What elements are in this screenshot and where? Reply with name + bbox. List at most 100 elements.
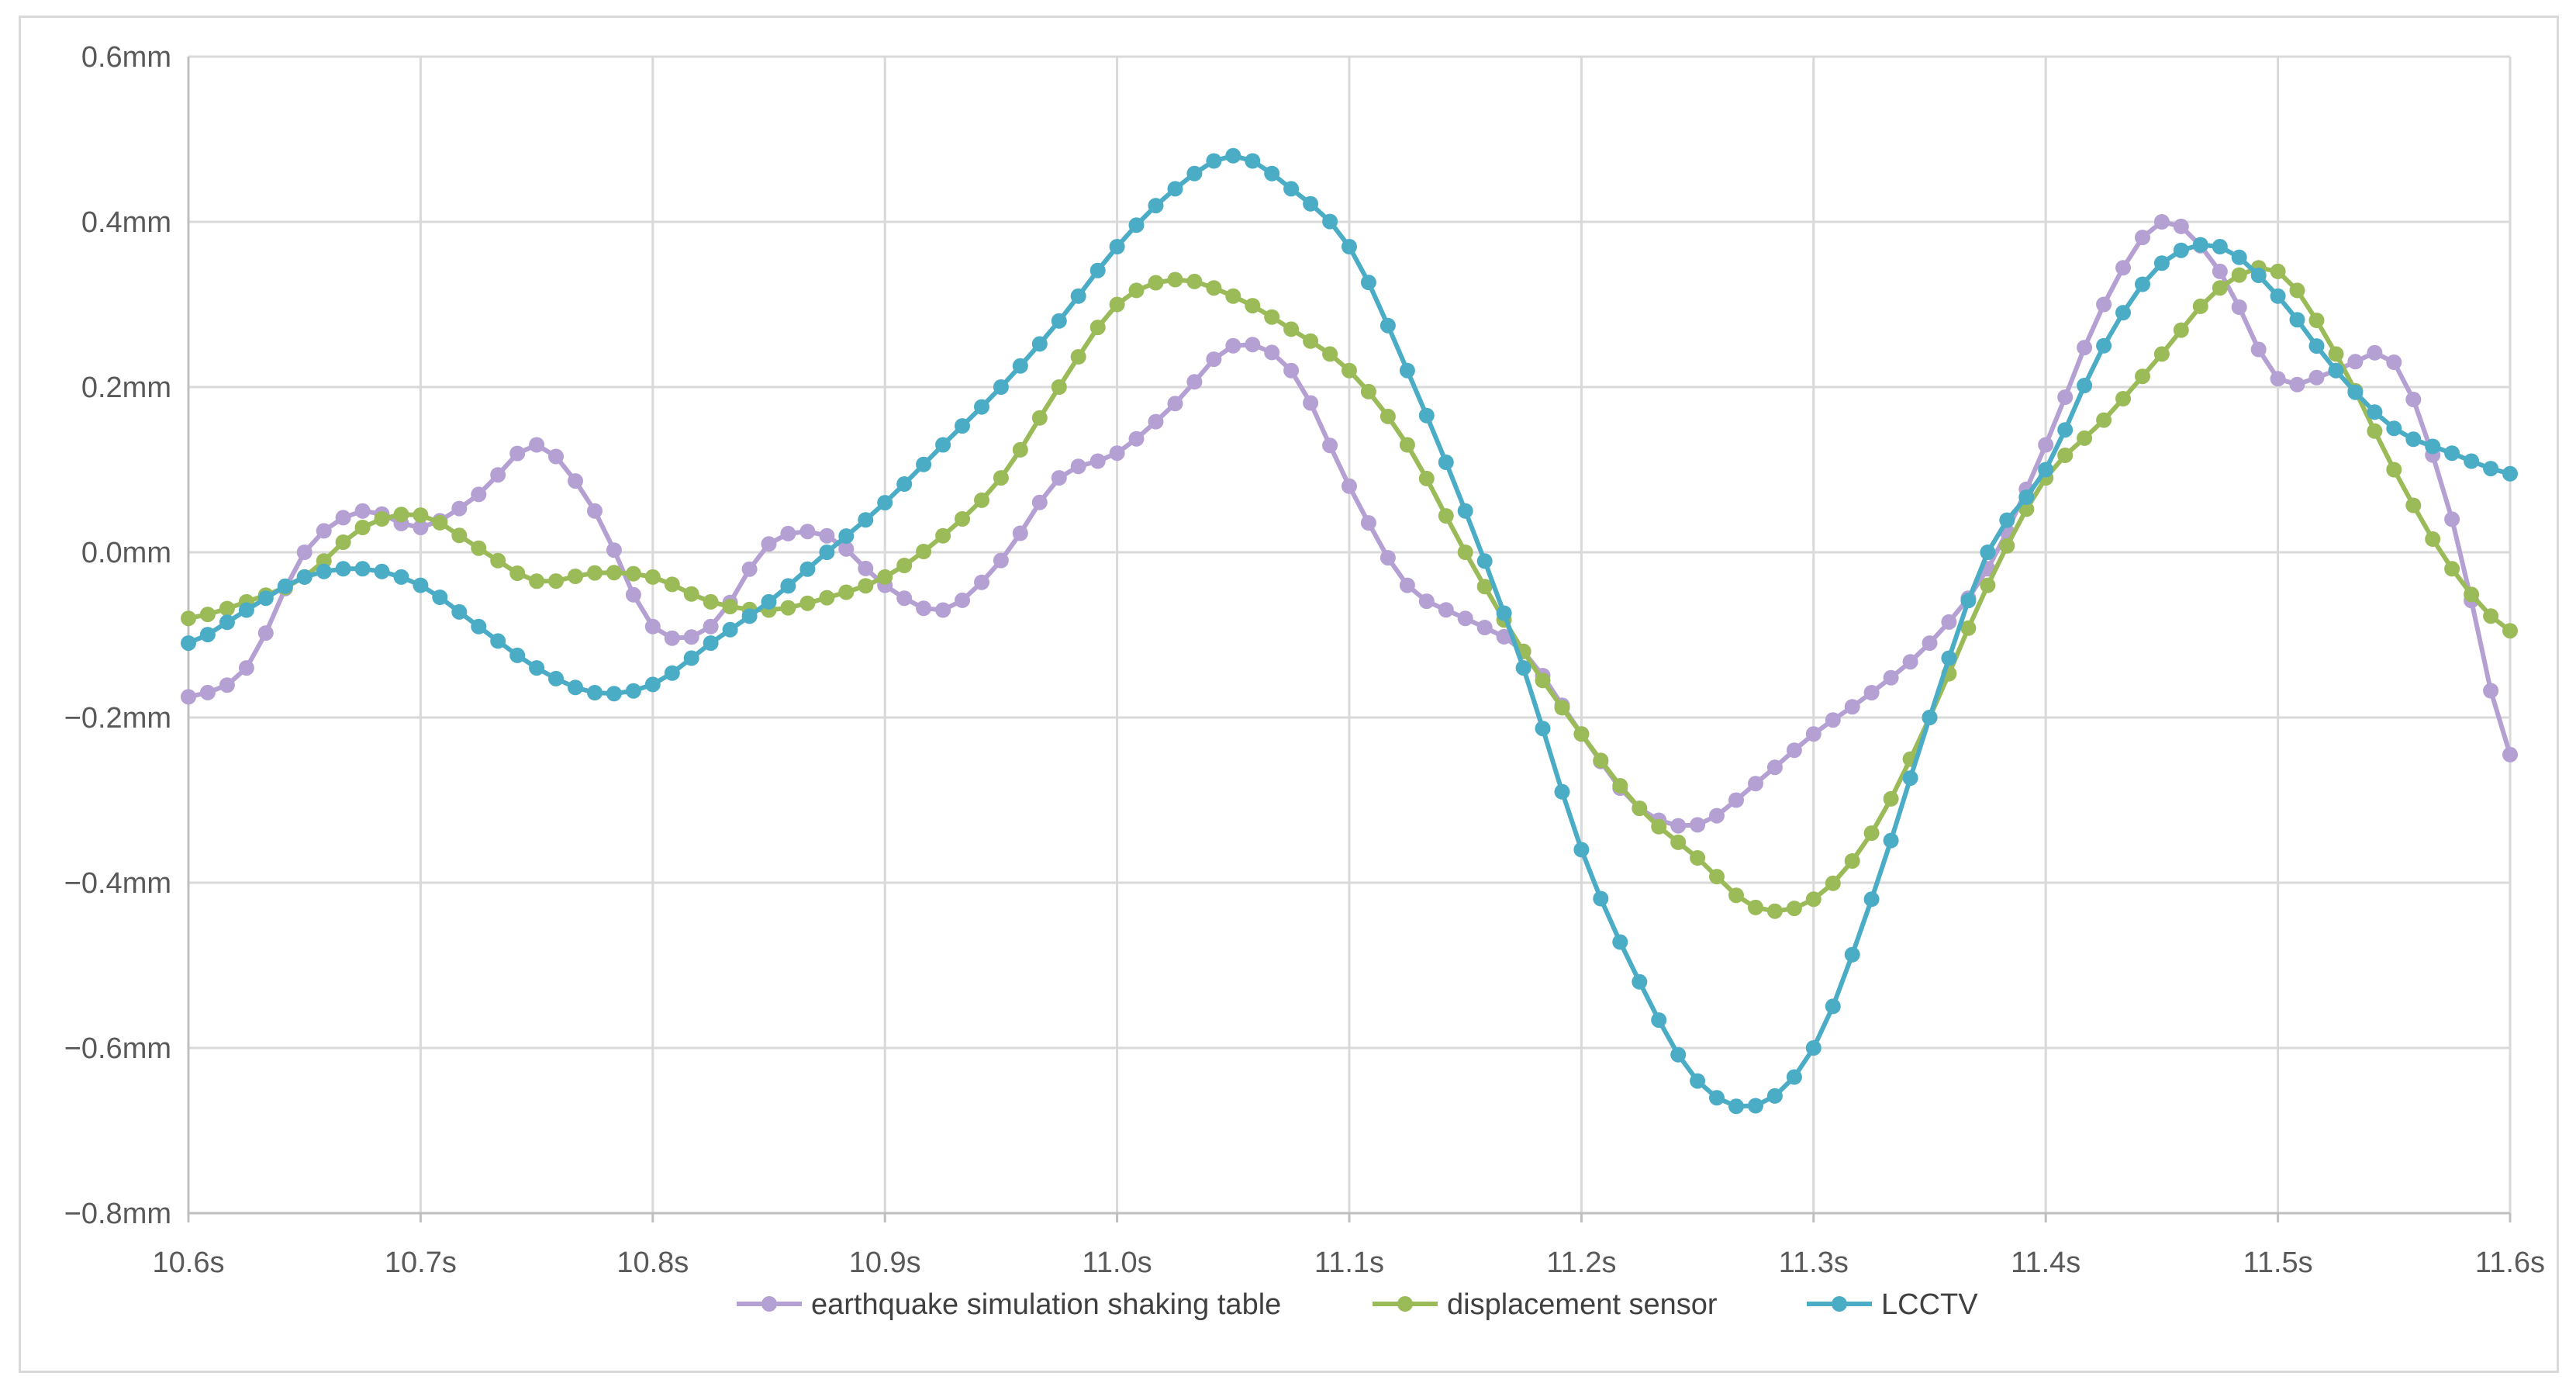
data-point — [181, 610, 196, 627]
data-point — [644, 618, 661, 634]
data-point — [703, 618, 719, 634]
data-point — [780, 600, 796, 616]
data-point — [1342, 239, 1357, 254]
data-point — [780, 525, 796, 541]
data-point — [1070, 458, 1086, 475]
data-point — [1380, 317, 1396, 334]
data-point — [664, 665, 680, 681]
data-point — [2231, 249, 2247, 265]
data-point — [1980, 577, 1996, 593]
data-point — [1748, 776, 1763, 792]
data-point — [1960, 620, 1977, 636]
data-point — [2367, 423, 2383, 439]
data-point — [974, 399, 989, 415]
data-point — [1960, 593, 1977, 609]
data-point — [587, 685, 603, 700]
data-point — [1303, 333, 1319, 349]
data-point — [2444, 445, 2460, 462]
data-point — [819, 527, 835, 544]
y-tick-label: −0.2mm — [64, 702, 171, 735]
data-point — [1186, 165, 1203, 182]
data-point — [529, 660, 545, 676]
data-point — [2115, 305, 2131, 321]
data-point — [916, 544, 932, 559]
data-point — [935, 527, 951, 544]
data-point — [1322, 437, 1338, 454]
data-point — [606, 542, 622, 558]
data-point — [1109, 296, 1125, 313]
data-point — [2289, 282, 2305, 299]
data-point — [1206, 153, 1222, 169]
data-point — [1283, 362, 1300, 379]
data-point — [2250, 268, 2267, 283]
data-point — [2173, 322, 2189, 338]
data-point — [2057, 448, 2074, 463]
data-point — [1148, 413, 1164, 430]
data-point — [2153, 214, 2170, 230]
data-point — [413, 520, 429, 535]
data-point — [2367, 344, 2383, 361]
data-point — [606, 686, 622, 702]
data-point — [1322, 346, 1338, 362]
data-point — [955, 418, 970, 434]
data-point — [2270, 263, 2286, 279]
data-point — [2212, 280, 2228, 296]
data-point — [644, 569, 661, 585]
data-point — [529, 437, 545, 453]
data-point — [1863, 891, 1880, 908]
data-point — [257, 625, 274, 641]
data-point — [625, 683, 641, 699]
legend-item: LCCTV — [1807, 1288, 1978, 1321]
data-point — [2483, 461, 2499, 477]
data-point — [2096, 296, 2112, 313]
data-point — [1225, 147, 1241, 164]
x-tick-label: 11.4s — [2011, 1247, 2080, 1279]
data-point — [2502, 623, 2518, 639]
data-point — [393, 507, 409, 523]
data-point — [1457, 545, 1473, 560]
data-point — [1786, 742, 1802, 759]
x-tick-label: 10.9s — [849, 1247, 921, 1279]
data-point — [974, 492, 989, 508]
data-point — [1883, 669, 1899, 686]
data-point — [993, 379, 1009, 395]
y-tick-label: 0.6mm — [81, 41, 171, 74]
data-point — [1632, 973, 1648, 990]
data-point — [199, 684, 216, 700]
data-point — [374, 511, 390, 527]
data-point — [2308, 313, 2325, 328]
x-tick-label: 11.1s — [1314, 1247, 1384, 1279]
data-point — [896, 476, 913, 492]
data-point — [1825, 998, 1841, 1015]
data-point — [1941, 614, 1957, 630]
x-tick-label: 11.3s — [1779, 1247, 1849, 1279]
data-point — [1089, 453, 1106, 469]
data-point — [1089, 320, 1106, 336]
data-point — [1612, 778, 1628, 794]
data-point — [1360, 383, 1376, 399]
data-point — [838, 528, 855, 545]
data-point — [1225, 337, 1241, 354]
data-point — [587, 565, 603, 581]
data-point — [1128, 217, 1145, 233]
data-point — [955, 592, 970, 608]
data-point — [277, 578, 293, 594]
data-point — [1612, 934, 1628, 950]
data-point — [238, 602, 254, 618]
data-point — [2057, 422, 2074, 438]
data-point — [490, 467, 506, 483]
data-point — [2425, 531, 2441, 547]
data-point — [2386, 420, 2402, 437]
data-point — [993, 552, 1009, 569]
data-point — [490, 552, 506, 569]
y-tick-label: −0.4mm — [64, 867, 171, 900]
data-point — [916, 456, 932, 472]
data-point — [1031, 494, 1048, 510]
data-point — [838, 584, 855, 600]
data-point — [2077, 340, 2093, 356]
data-point — [1342, 478, 1357, 494]
data-point — [2289, 312, 2305, 328]
data-point — [799, 524, 816, 540]
y-tick-label: 0.0mm — [81, 537, 171, 569]
data-point — [471, 486, 487, 503]
